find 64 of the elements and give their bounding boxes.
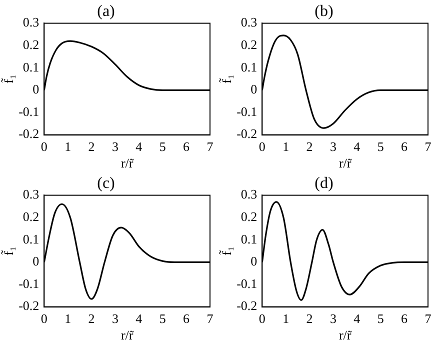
x-tick-label: 1 [282,139,290,154]
x-tick-label: 1 [64,139,72,154]
y-tick-label: -0.1 [18,276,40,291]
y-axis-title: f̃₁ [1,74,16,84]
x-tick-label: 2 [88,311,95,326]
y-tick-label: 0 [250,254,258,269]
y-tick-label: 0.1 [22,231,40,246]
y-axis-title: f̃₁ [1,246,16,256]
y-tick-label: 0.2 [22,208,40,224]
x-tick-label: 7 [206,311,214,326]
x-tick-label: 4 [354,139,361,154]
x-tick-label: 6 [401,139,408,154]
y-tick-label: -0.1 [18,104,40,119]
y-tick-label: 0.3 [240,14,258,30]
x-tick-label: 1 [282,311,290,326]
x-axis-title: r/r̃ [120,156,135,171]
x-tick-label: 5 [159,311,166,326]
chart-title: (d) [314,174,334,192]
y-tick-label: 0.1 [240,59,258,74]
x-tick-label: 1 [64,311,72,326]
chart-title: (b) [314,2,334,20]
x-tick-label: 5 [377,311,384,326]
x-tick-label: 7 [424,139,432,154]
x-axis-title: r/r̃ [120,328,135,343]
y-tick-label: -0.1 [236,104,258,119]
y-tick-label: 0.1 [240,231,258,246]
x-tick-label: 2 [306,139,313,154]
x-tick-label: 6 [401,311,408,326]
y-tick-label: -0.2 [18,298,40,314]
y-tick-label: 0.2 [240,36,258,52]
x-tick-label: 7 [206,139,214,154]
x-axis-title: r/r̃ [338,328,353,343]
x-tick-label: 4 [354,311,361,326]
y-tick-label: 0.2 [240,208,258,224]
x-tick-label: 3 [330,311,336,326]
y-tick-label: -0.2 [18,126,40,142]
y-tick-label: 0.2 [22,36,40,52]
y-tick-label: 0.3 [22,186,40,202]
x-tick-label: 6 [183,311,190,326]
x-tick-label: 3 [112,311,118,326]
x-tick-label: 4 [136,139,143,154]
y-tick-label: 0 [32,82,40,97]
y-tick-label: -0.2 [236,126,258,142]
x-tick-label: 3 [112,139,118,154]
x-tick-label: 5 [377,139,384,154]
y-tick-label: 0.3 [240,186,258,202]
y-tick-label: 0.1 [22,59,40,74]
y-tick-label: 0 [32,254,40,269]
x-tick-label: 4 [136,311,143,326]
x-tick-label: 2 [306,311,313,326]
x-tick-label: 2 [88,139,95,154]
x-tick-label: 7 [424,311,432,326]
y-tick-label: 0 [250,82,258,97]
chart-title: (c) [97,174,115,192]
y-axis-title: f̃₁ [219,246,234,256]
y-axis-title: f̃₁ [219,74,234,84]
y-tick-label: 0.3 [22,14,40,30]
x-tick-label: 6 [183,139,190,154]
chart-title: (a) [97,2,115,20]
x-axis-title: r/r̃ [338,156,353,171]
x-tick-label: 5 [159,139,166,154]
y-tick-label: -0.1 [236,276,258,291]
x-tick-label: 3 [330,139,336,154]
y-tick-label: -0.2 [236,298,258,314]
